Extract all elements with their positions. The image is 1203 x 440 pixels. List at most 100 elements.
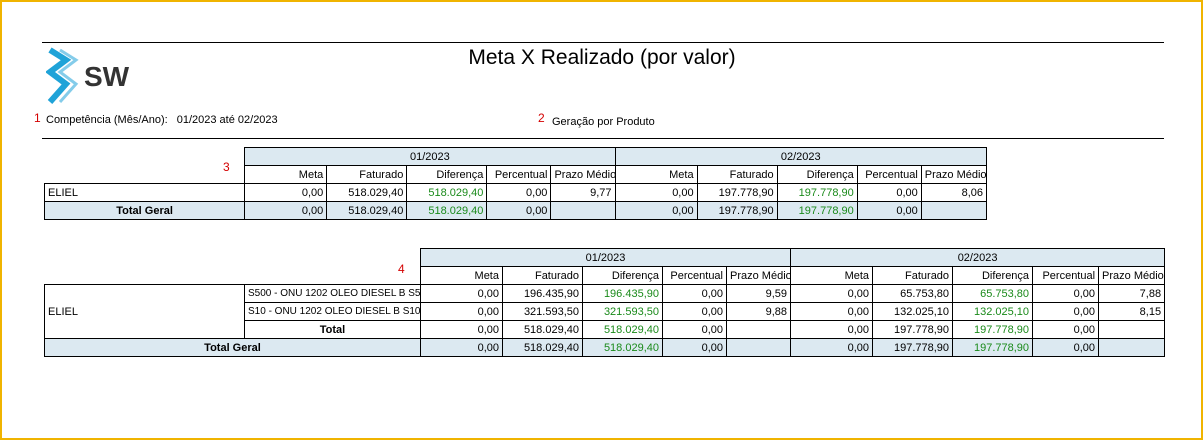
competencia: Competência (Mês/Ano): 01/2023 até 02/20… bbox=[46, 114, 278, 126]
col-percentual: Percentual bbox=[662, 266, 727, 285]
cell-prazo-medio: 9,88 bbox=[725, 302, 792, 321]
cell-diferenca: 196.435,90 bbox=[582, 284, 663, 303]
company-logo: SW bbox=[45, 46, 156, 106]
cell-meta: 0,00 bbox=[244, 183, 328, 202]
total-row: Total Geral 0,00 518.029,40 518.029,40 0… bbox=[43, 201, 988, 220]
total-label: Total Geral bbox=[43, 201, 246, 220]
top-rule bbox=[42, 42, 1164, 43]
cell-diferenca: 65.753,80 bbox=[952, 284, 1034, 303]
cell-prazo-medio: 9,77 bbox=[550, 183, 616, 202]
seller-name: ELIEL bbox=[43, 183, 246, 202]
cell-faturado: 518.029,40 bbox=[326, 183, 408, 202]
cell-diferenca: 197.778,90 bbox=[952, 320, 1034, 339]
seller-name: ELIEL bbox=[44, 284, 245, 339]
cell-faturado: 197.778,90 bbox=[696, 183, 778, 202]
header-rule bbox=[42, 138, 1164, 139]
cell-diferenca: 132.025,10 bbox=[952, 302, 1034, 321]
col-meta: Meta bbox=[614, 165, 698, 184]
product-name: S10 - ONU 1202 OLEO DIESEL B S10 bbox=[244, 302, 421, 321]
period-header-row: 01/2023 02/2023 bbox=[45, 147, 988, 166]
cell-prazo-medio bbox=[1098, 320, 1166, 339]
col-percentual: Percentual bbox=[486, 165, 552, 184]
subtotal-row: Total 0,00 518.029,40 518.029,40 0,00 0,… bbox=[45, 320, 1166, 339]
period-header: 02/2023 bbox=[790, 248, 1166, 267]
cell-percentual: 0,00 bbox=[856, 183, 922, 202]
product-breakdown-table: 01/2023 02/2023 Meta Faturado Diferença … bbox=[44, 248, 1166, 357]
col-meta: Meta bbox=[790, 266, 874, 285]
cell-meta: 0,00 bbox=[244, 201, 328, 220]
cell-diferenca: 518.029,40 bbox=[582, 338, 663, 357]
total-row: Total Geral 0,00 518.029,40 518.029,40 0… bbox=[44, 338, 1166, 357]
cell-faturado: 518.029,40 bbox=[326, 201, 408, 220]
competencia-value: 01/2023 até 02/2023 bbox=[176, 114, 278, 126]
cell-faturado: 197.778,90 bbox=[696, 201, 778, 220]
column-header-row: Meta Faturado Diferença Percentual Prazo… bbox=[45, 266, 1166, 285]
cell-percentual: 0,00 bbox=[486, 201, 552, 220]
col-faturado: Faturado bbox=[872, 266, 954, 285]
subtotal-label: Total bbox=[244, 320, 421, 339]
cell-percentual: 0,00 bbox=[856, 201, 922, 220]
col-diferenca: Diferença bbox=[406, 165, 488, 184]
cell-meta: 0,00 bbox=[790, 320, 874, 339]
cell-meta: 0,00 bbox=[790, 284, 874, 303]
period-header: 02/2023 bbox=[614, 147, 988, 166]
logo-text: SW bbox=[84, 61, 130, 92]
cell-prazo-medio: 8,06 bbox=[920, 183, 988, 202]
col-faturado: Faturado bbox=[502, 266, 583, 285]
col-prazo-medio: Prazo Médio bbox=[550, 165, 616, 184]
cell-percentual: 0,00 bbox=[662, 284, 727, 303]
seller-summary-table: 01/2023 02/2023 Meta Faturado Diferença … bbox=[43, 147, 988, 220]
col-diferenca: Diferença bbox=[952, 266, 1034, 285]
cell-percentual: 0,00 bbox=[662, 320, 727, 339]
cell-diferenca: 197.778,90 bbox=[952, 338, 1034, 357]
cell-faturado: 518.029,40 bbox=[502, 338, 583, 357]
cell-percentual: 0,00 bbox=[662, 338, 727, 357]
marker-1: 1 bbox=[34, 111, 41, 125]
table-row: ELIEL 0,00 518.029,40 518.029,40 0,00 9,… bbox=[43, 183, 988, 202]
report-title: Meta X Realizado (por valor) bbox=[468, 46, 736, 69]
cell-prazo-medio: 9,59 bbox=[725, 284, 792, 303]
cell-faturado: 197.778,90 bbox=[872, 320, 954, 339]
cell-prazo-medio bbox=[1098, 338, 1166, 357]
cell-diferenca: 518.029,40 bbox=[406, 183, 488, 202]
cell-prazo-medio bbox=[725, 338, 792, 357]
cell-diferenca: 518.029,40 bbox=[582, 320, 663, 339]
cell-meta: 0,00 bbox=[420, 338, 503, 357]
table-row: ELIEL S500 - ONU 1202 OLEO DIESEL B S500… bbox=[44, 284, 1166, 339]
product-name: S500 - ONU 1202 OLEO DIESEL B S500 bbox=[244, 284, 421, 303]
cell-prazo-medio: 8,15 bbox=[1098, 302, 1166, 321]
cell-percentual: 0,00 bbox=[486, 183, 552, 202]
period-header-row: 01/2023 02/2023 bbox=[45, 248, 1166, 267]
cell-prazo-medio: 7,88 bbox=[1098, 284, 1166, 303]
cell-meta: 0,00 bbox=[790, 302, 874, 321]
geracao-label: Geração por Produto bbox=[552, 116, 655, 128]
period-header: 01/2023 bbox=[419, 248, 792, 267]
cell-percentual: 0,00 bbox=[662, 302, 727, 321]
total-label: Total Geral bbox=[44, 338, 421, 357]
cell-diferenca: 197.778,90 bbox=[776, 183, 858, 202]
cell-meta: 0,00 bbox=[420, 284, 503, 303]
col-faturado: Faturado bbox=[326, 165, 408, 184]
cell-percentual: 0,00 bbox=[1032, 320, 1100, 339]
col-prazo-medio: Prazo Médio bbox=[1098, 266, 1166, 285]
col-percentual: Percentual bbox=[1032, 266, 1100, 285]
cell-meta: 0,00 bbox=[614, 201, 698, 220]
cell-diferenca: 321.593,50 bbox=[582, 302, 663, 321]
cell-meta: 0,00 bbox=[420, 320, 503, 339]
cell-percentual: 0,00 bbox=[1032, 302, 1100, 321]
column-header-row: Meta Faturado Diferença Percentual Prazo… bbox=[44, 165, 988, 184]
cell-diferenca: 518.029,40 bbox=[406, 201, 488, 220]
col-meta: Meta bbox=[244, 165, 328, 184]
cell-meta: 0,00 bbox=[614, 183, 698, 202]
cell-percentual: 0,00 bbox=[1032, 284, 1100, 303]
cell-meta: 0,00 bbox=[790, 338, 874, 357]
cell-diferenca: 197.778,90 bbox=[776, 201, 858, 220]
cell-prazo-medio bbox=[550, 201, 616, 220]
period-header: 01/2023 bbox=[244, 147, 616, 166]
col-meta: Meta bbox=[420, 266, 503, 285]
competencia-label: Competência (Mês/Ano): bbox=[46, 114, 168, 126]
cell-faturado: 132.025,10 bbox=[872, 302, 954, 321]
cell-faturado: 197.778,90 bbox=[872, 338, 954, 357]
col-diferenca: Diferença bbox=[776, 165, 858, 184]
